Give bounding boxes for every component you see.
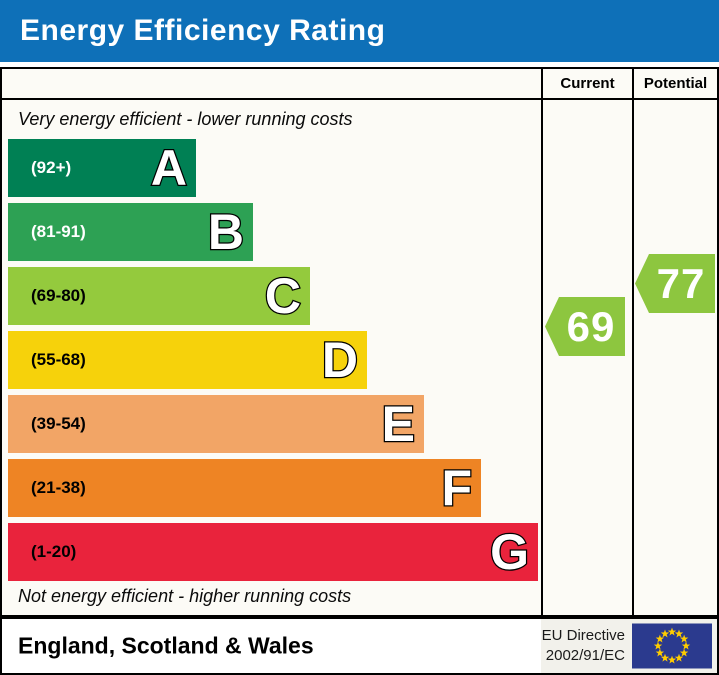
caption-least-efficient: Not energy efficient - higher running co… bbox=[18, 586, 352, 606]
band-bar: (21-38) F bbox=[8, 459, 481, 517]
potential-column-header: Potential bbox=[643, 75, 708, 92]
band-range-label: (92+) bbox=[31, 158, 72, 177]
band-range-label: (21-38) bbox=[31, 478, 86, 497]
band-bar: (1-20) G bbox=[8, 523, 538, 581]
title-bar: Energy Efficiency Rating bbox=[0, 0, 719, 62]
band-bar: (39-54) E bbox=[8, 395, 424, 453]
band-range-label: (39-54) bbox=[31, 414, 86, 433]
band-range-label: (69-80) bbox=[31, 286, 86, 305]
region-label: England, Scotland & Wales bbox=[18, 632, 314, 659]
rating-band: (92+) A bbox=[8, 139, 196, 197]
band-bar: (69-80) C bbox=[8, 267, 310, 325]
band-range-label: (81-91) bbox=[31, 222, 86, 241]
band-bar: (81-91) B bbox=[8, 203, 253, 261]
rating-band: (69-80) C bbox=[8, 267, 310, 325]
band-letter: G bbox=[489, 523, 530, 582]
eu-directive-line1: EU Directive bbox=[541, 627, 625, 644]
band-letter: D bbox=[321, 331, 360, 390]
eu-flag-icon bbox=[632, 623, 712, 669]
band-bar: (55-68) D bbox=[8, 331, 367, 389]
rating-bands: (92+) A (81-91) B (69-80) C (55-68) D (3… bbox=[2, 69, 717, 615]
chart-header-row: Current Potential bbox=[2, 69, 717, 100]
page-title: Energy Efficiency Rating bbox=[20, 14, 386, 47]
column-divider bbox=[632, 69, 634, 615]
rating-band: (55-68) D bbox=[8, 331, 367, 389]
potential-rating-value: 77 bbox=[656, 259, 706, 307]
caption-most-efficient: Very energy efficient - lower running co… bbox=[18, 109, 353, 129]
eu-directive-text: EU Directive 2002/91/EC bbox=[542, 626, 625, 666]
footer: England, Scotland & Wales EU Directive 2… bbox=[0, 617, 719, 675]
rating-band: (1-20) G bbox=[8, 523, 538, 581]
rating-band: (81-91) B bbox=[8, 203, 253, 261]
band-range-label: (1-20) bbox=[31, 542, 77, 561]
band-letter: B bbox=[207, 203, 246, 262]
eu-directive-line2: 2002/91/EC bbox=[545, 647, 625, 664]
band-bar: (92+) A bbox=[8, 139, 196, 197]
potential-rating-arrow: 77 bbox=[635, 254, 715, 313]
band-range-label: (55-68) bbox=[31, 350, 86, 369]
current-rating-arrow: 69 bbox=[545, 297, 625, 356]
band-letter: A bbox=[150, 139, 189, 198]
rating-chart: Current Potential Very energy efficient … bbox=[0, 67, 719, 617]
band-letter: C bbox=[264, 267, 303, 326]
band-letter: F bbox=[440, 459, 473, 518]
rating-band: (21-38) F bbox=[8, 459, 481, 517]
band-letter: E bbox=[380, 395, 416, 454]
current-rating-value: 69 bbox=[566, 302, 616, 350]
current-column-header: Current bbox=[560, 75, 615, 92]
rating-band: (39-54) E bbox=[8, 395, 424, 453]
column-divider bbox=[541, 69, 543, 615]
